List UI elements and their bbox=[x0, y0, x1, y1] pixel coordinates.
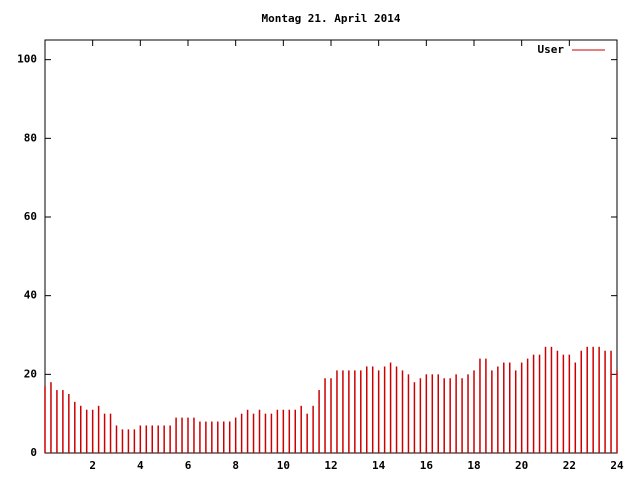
x-tick-label: 4 bbox=[137, 459, 144, 472]
x-tick-label: 2 bbox=[89, 459, 96, 472]
x-tick-label: 14 bbox=[372, 459, 386, 472]
y-tick-label: 0 bbox=[30, 446, 37, 459]
x-tick-label: 6 bbox=[185, 459, 192, 472]
x-tick-label: 16 bbox=[420, 459, 434, 472]
y-tick-label: 20 bbox=[24, 367, 37, 380]
y-tick-label: 100 bbox=[17, 53, 37, 66]
y-tick-label: 80 bbox=[24, 131, 37, 144]
x-tick-label: 12 bbox=[324, 459, 337, 472]
x-tick-label: 10 bbox=[277, 459, 290, 472]
x-tick-label: 8 bbox=[232, 459, 239, 472]
legend-label: User bbox=[538, 43, 565, 56]
x-tick-label: 20 bbox=[515, 459, 528, 472]
x-tick-label: 18 bbox=[467, 459, 480, 472]
y-tick-label: 60 bbox=[24, 210, 37, 223]
y-tick-label: 40 bbox=[24, 289, 37, 302]
x-tick-label: 24 bbox=[610, 459, 624, 472]
x-tick-label: 22 bbox=[563, 459, 576, 472]
chart-title: Montag 21. April 2014 bbox=[261, 12, 400, 25]
